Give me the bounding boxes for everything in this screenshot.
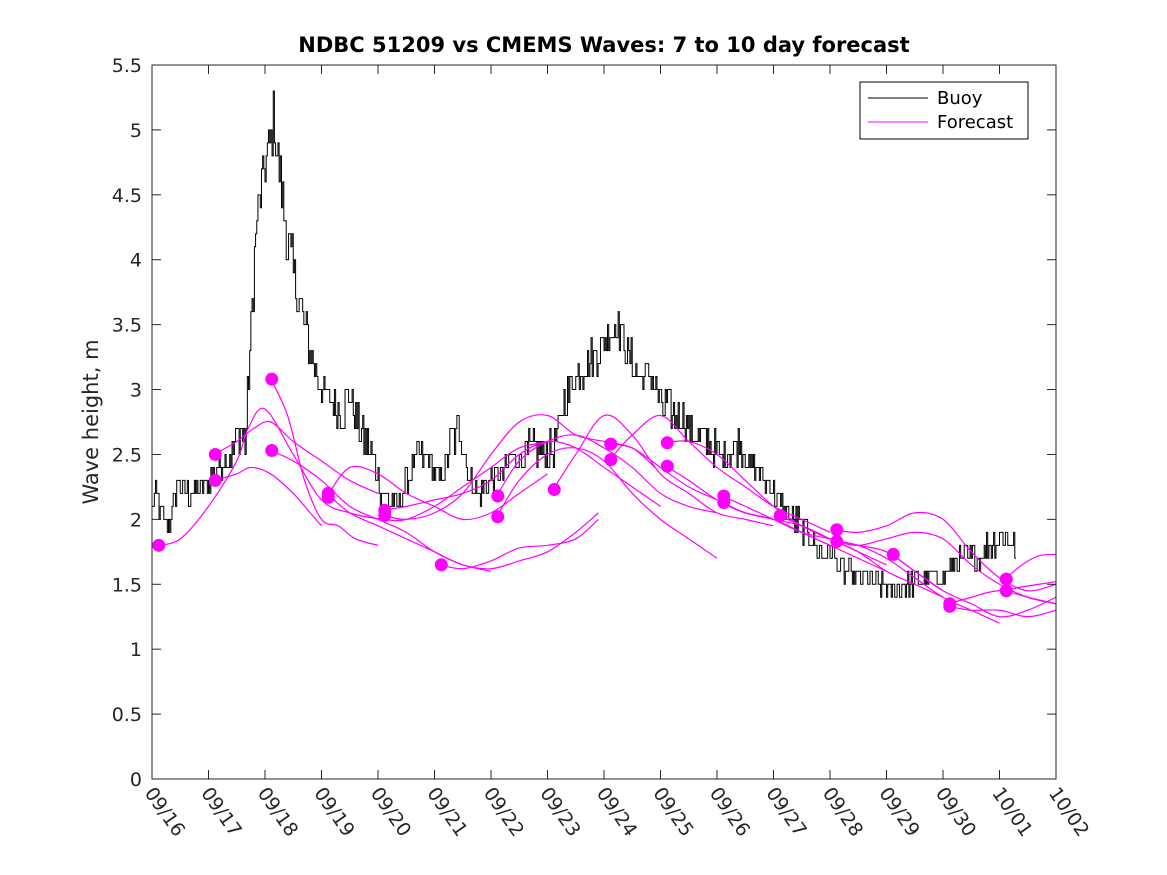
- forecast-marker-2: [208, 447, 222, 461]
- forecast-marker-7: [321, 490, 335, 504]
- forecast-marker-27: [999, 584, 1013, 598]
- forecast-series-layer: [157, 378, 1056, 624]
- legend-box: [859, 81, 1029, 140]
- y-tick-label: 4: [130, 250, 142, 272]
- legend-buoy-label: Buoy: [937, 88, 983, 109]
- y-tick-label: 1: [130, 639, 142, 661]
- forecast-marker-layer: [152, 372, 1013, 613]
- forecast-marker-3: [208, 473, 222, 487]
- forecast-marker-23: [886, 547, 900, 561]
- forecast-line-23: [891, 553, 1056, 618]
- forecast-marker-4: [265, 372, 279, 386]
- forecast-marker-17: [660, 459, 674, 473]
- forecast-marker-25: [943, 599, 957, 613]
- forecast-line-1: [157, 407, 554, 546]
- forecast-marker-11: [491, 489, 505, 503]
- y-axis-ticks: 0 0.5 1 1.5 2 2.5 3 3.5 4 4.5 5 5.5: [112, 55, 1056, 791]
- forecast-line-25: [948, 605, 1056, 618]
- forecast-marker-10: [434, 558, 448, 572]
- plot-area-background: [152, 65, 1056, 779]
- forecast-marker-19: [717, 495, 731, 509]
- forecast-marker-22: [830, 534, 844, 548]
- forecast-marker-15: [604, 453, 618, 467]
- forecast-marker-5: [265, 444, 279, 458]
- forecast-marker-1: [152, 538, 166, 552]
- forecast-line-7: [326, 492, 599, 570]
- buoy-line: [152, 90, 1016, 598]
- forecast-line-22: [835, 531, 1056, 605]
- forecast-line-20: [778, 514, 1000, 624]
- forecast-marker-13: [547, 483, 561, 497]
- y-tick-label: 3.5: [112, 315, 142, 337]
- y-tick-label: 2: [130, 509, 142, 531]
- forecast-line-27: [1005, 581, 1056, 592]
- forecast-marker-21: [830, 523, 844, 537]
- chart-title: NDBC 51209 vs CMEMS Waves: 7 to 10 day f…: [298, 33, 909, 57]
- forecast-line-24: [948, 590, 1056, 605]
- y-tick-label: 0: [130, 769, 142, 791]
- y-tick-label: 0.5: [112, 704, 142, 726]
- buoy-series-layer: [152, 90, 1016, 598]
- forecast-line-3: [213, 466, 322, 527]
- legend-forecast-label: Forecast: [937, 112, 1013, 133]
- y-axis-label: Wave height, m: [79, 339, 103, 504]
- y-tick-label: 4.5: [112, 185, 142, 207]
- y-tick-label: 1.5: [112, 574, 142, 596]
- forecast-marker-9: [378, 508, 392, 522]
- forecast-marker-16: [660, 436, 674, 450]
- forecast-line-8: [383, 440, 661, 511]
- forecast-line-2: [213, 420, 379, 494]
- forecast-line-12: [496, 447, 718, 559]
- forecast-marker-20: [773, 508, 787, 522]
- forecast-marker-12: [491, 510, 505, 524]
- forecast-line-11: [496, 434, 718, 514]
- y-tick-label: 5.5: [112, 55, 142, 77]
- y-tick-label: 2.5: [112, 444, 142, 466]
- forecast-line-13: [552, 414, 774, 527]
- forecast-line-4: [270, 378, 379, 546]
- legend: Buoy Forecast: [859, 81, 1029, 140]
- forecast-line-21: [835, 511, 1056, 592]
- forecast-line-26: [1004, 553, 1056, 580]
- forecast-marker-26: [999, 572, 1013, 586]
- y-tick-label: 5: [130, 120, 142, 142]
- forecast-line-10: [440, 518, 599, 570]
- y-tick-label: 3: [130, 380, 142, 402]
- forecast-line-15: [609, 414, 831, 533]
- forecast-marker-14: [604, 437, 618, 451]
- forecast-line-6: [326, 465, 548, 521]
